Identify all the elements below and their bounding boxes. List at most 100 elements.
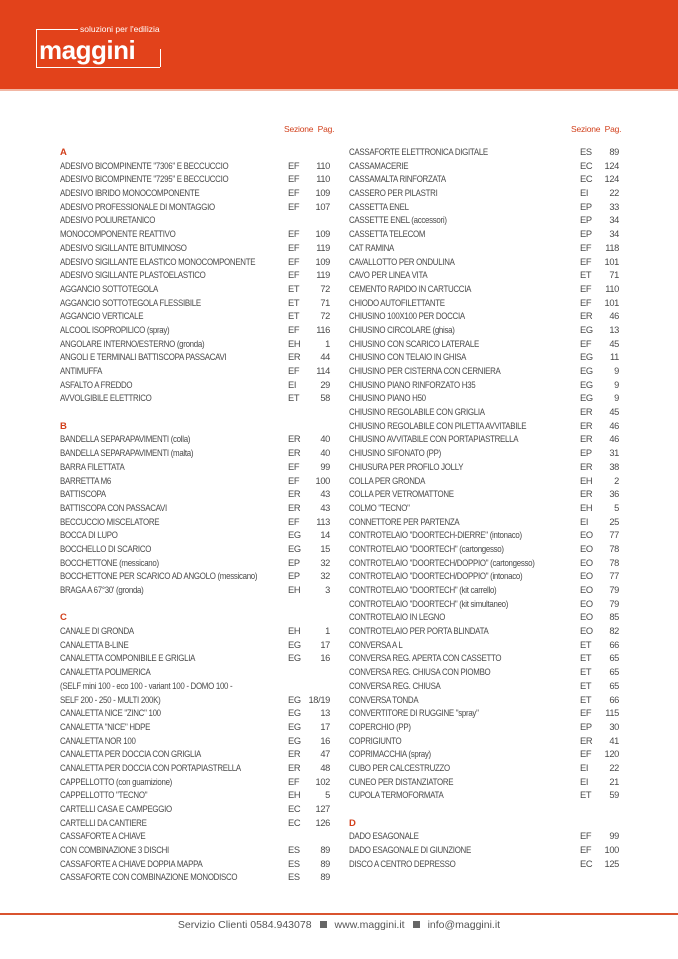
- entry-section: EG: [288, 694, 301, 705]
- entry-name: CASSAMACERIE: [349, 160, 409, 171]
- entry-name: BECCUCCIO MISCELATORE: [60, 516, 160, 527]
- index-entry: MONOCOMPONENTE REATTIVO EF 109: [60, 228, 332, 242]
- website-link[interactable]: www.maggini.it: [334, 919, 405, 931]
- entry-section: ET: [580, 680, 592, 691]
- index-entry: CHIUSINO REGOLABILE CON GRIGLIA ER 45: [349, 406, 619, 420]
- index-column-left: A ADESIVO BICOMPINENTE "7306" E BECCUCCIO…: [60, 146, 332, 885]
- index-entry: CHIUSINO CIRCOLARE (ghisa) EG 13: [349, 324, 619, 338]
- entry-name: ANTIMUFFA: [60, 366, 103, 376]
- entry-section: ET: [580, 639, 592, 650]
- entry-name: CASSETTA TELECOM: [349, 229, 426, 240]
- entry-section: EF: [288, 270, 300, 281]
- entry-page: 46: [609, 434, 619, 445]
- index-entry: CASSAFORTE ELETTRONICA DIGITALE ES 89: [349, 146, 619, 160]
- index-entry: CONTROTELAIO "DOORTECH/DOPPIO" (cartonge…: [349, 557, 619, 571]
- entry-section: EG: [288, 735, 301, 746]
- entry-page: 46: [609, 311, 619, 322]
- entry-section: ET: [580, 667, 592, 678]
- pag-header: Pag.: [317, 124, 335, 134]
- entry-section: ER: [580, 434, 593, 445]
- sezione-header: Sezione: [571, 124, 601, 134]
- entry-section: EF: [580, 297, 592, 308]
- entry-name: AGGANCIO VERTICALE: [60, 311, 144, 322]
- entry-page: 33: [609, 201, 619, 212]
- entry-section: EO: [580, 612, 593, 623]
- entry-section: ER: [580, 420, 593, 431]
- entry-name: ADESIVO BICOMPINENTE "7295" E BECCUCCIO: [60, 174, 229, 185]
- index-entry: COLLA PER GRONDA EH 2: [349, 475, 619, 489]
- index-entry: CUBO PER CALCESTRUZZO EI 22: [349, 762, 619, 776]
- entry-name: CONVERSA A L: [349, 639, 403, 650]
- entry-page: 127: [315, 804, 331, 814]
- entry-name: CANALETTA POLIMERICA: [60, 667, 151, 678]
- entry-section: EH: [288, 338, 301, 349]
- entry-page: 119: [316, 270, 330, 281]
- entry-name: SELF 200 - 250 - MULTI 200K): [60, 694, 161, 705]
- index-entry: CANALE DI GRONDA EH 1: [60, 625, 332, 639]
- entry-page: 66: [609, 639, 619, 650]
- entry-page: 17: [320, 639, 330, 650]
- entry-page: 109: [315, 229, 331, 240]
- entry-name: COLMO "TECNO": [349, 502, 410, 513]
- entry-section: EH: [580, 475, 593, 486]
- entry-section: ET: [288, 283, 300, 294]
- entry-section: EP: [580, 215, 592, 226]
- logo-frame: [36, 29, 78, 30]
- index-entry: CANALETTA PER DOCCIA CON GRIGLIA ER 47: [60, 748, 332, 762]
- section-letter: D: [349, 817, 356, 829]
- email-link[interactable]: info@maggini.it: [427, 919, 501, 931]
- entry-page: 71: [320, 297, 330, 308]
- entry-name: CHIUSINO REGOLABILE CON PILETTA AVVITABI…: [349, 420, 527, 431]
- index-entry: (SELF mini 100 - eco 100 - variant 100 -…: [60, 680, 332, 694]
- entry-page: 115: [605, 708, 619, 719]
- entry-page: 101: [604, 297, 620, 308]
- entry-section: ER: [288, 762, 301, 773]
- entry-name: CARTELLI DA CANTIERE: [60, 817, 147, 828]
- entry-section: EG: [288, 708, 301, 719]
- entry-name: (SELF mini 100 - eco 100 - variant 100 -…: [60, 680, 233, 691]
- section-letter: B: [60, 420, 67, 432]
- index-column-right: CASSAFORTE ELETTRONICA DIGITALE ES 89 CASSA…: [349, 146, 619, 871]
- entry-page: 2: [614, 475, 619, 486]
- entry-name: COPRIGIUNTO: [349, 735, 402, 746]
- entry-section: ES: [288, 872, 300, 883]
- index-entry: ADESIVO POLIURETANICO: [60, 214, 332, 228]
- entry-section: EF: [288, 229, 300, 240]
- customer-service-phone: Servizio Clienti 0584.943078: [177, 919, 312, 931]
- entry-name: CARTELLI CASA E CAMPEGGIO: [60, 804, 172, 814]
- entry-section: ET: [580, 694, 592, 705]
- index-entry: CARTELLI CASA E CAMPEGGIO EC 127: [60, 803, 332, 817]
- entry-page: 17: [320, 721, 330, 732]
- entry-page: 5: [325, 790, 330, 801]
- entry-page: 110: [605, 283, 619, 294]
- entry-section: ER: [288, 434, 301, 445]
- index-entry: CANALETTA "NICE" HDPE EG 17: [60, 721, 332, 735]
- entry-name: CONTROTELAIO "DOORTECH" (kit carrello): [349, 585, 497, 595]
- entry-page: 11: [610, 352, 619, 363]
- entry-name: CHIUSINO CON TELAIO IN GHISA: [349, 352, 467, 363]
- entry-name: DISCO A CENTRO DEPRESSO: [349, 858, 456, 869]
- entry-section: EG: [288, 721, 301, 732]
- entry-page: 66: [609, 694, 619, 705]
- square-bullet-icon: [319, 921, 327, 928]
- entry-page: 16: [320, 653, 330, 664]
- index-entry: CASSAFORTE A CHIAVE DOPPIA MAPPA ES 89: [60, 858, 332, 872]
- entry-section: EG: [580, 393, 593, 404]
- entry-name: CHIUSINO PER CISTERNA CON CERNIERA: [349, 366, 501, 376]
- entry-page: 113: [316, 516, 330, 527]
- index-entry: CAT RAMINA EF 118: [349, 242, 619, 256]
- entry-page: 31: [609, 448, 619, 459]
- entry-page: 46: [609, 420, 619, 431]
- entry-section: EC: [288, 817, 301, 828]
- entry-section: EF: [288, 475, 300, 486]
- entry-page: 25: [609, 516, 619, 527]
- entry-page: 99: [320, 461, 330, 472]
- entry-page: 5: [614, 502, 619, 513]
- entry-name: CAT RAMINA: [349, 242, 395, 253]
- entry-page: 47: [320, 749, 330, 760]
- entry-page: 16: [320, 735, 330, 746]
- entry-section: EF: [288, 256, 300, 267]
- entry-section: ER: [580, 311, 593, 322]
- entry-section: EH: [288, 626, 301, 637]
- entry-section: EF: [580, 708, 592, 719]
